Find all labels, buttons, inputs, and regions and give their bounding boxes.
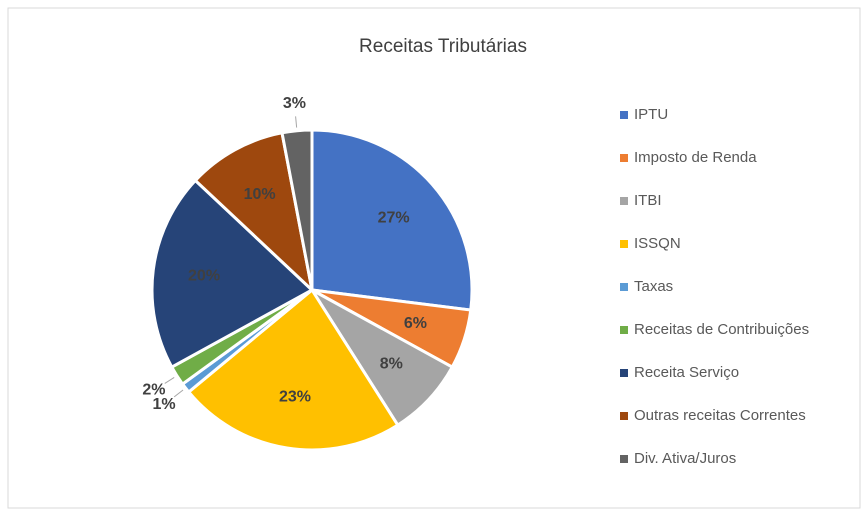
legend-label: ITBI [634,192,662,209]
data-label: 20% [188,268,220,285]
data-label: 23% [279,389,311,406]
chart-title: Receitas Tributárias [359,36,527,57]
legend-label: IPTU [634,106,668,123]
legend-marker [620,369,628,377]
leader-line [164,377,175,384]
legend-marker [620,326,628,334]
pie-slice [193,131,315,295]
data-label: 3% [283,95,306,112]
legend-label: Receitas de Contribuições [634,321,809,338]
legend-label: Div. Ativa/Juros [634,450,736,467]
legend-label: Taxas [634,278,673,295]
data-label: 10% [244,186,276,203]
legend-marker [620,154,628,162]
legend-marker [620,111,628,119]
legend-marker [620,283,628,291]
data-label: 27% [378,209,410,226]
legend-label: Receita Serviço [634,364,739,381]
pie-slice [186,287,400,452]
legend-marker [620,412,628,420]
data-label: 8% [380,356,403,373]
pie-slice [310,128,474,312]
data-label: 2% [142,382,165,399]
legend-marker [620,455,628,463]
pie-slice [150,178,315,370]
leader-line [173,389,184,398]
data-label: 1% [153,396,176,413]
leader-line [295,116,298,128]
pie-slice [280,128,314,291]
legend-label: ISSQN [634,235,681,252]
legend-label: Outras receitas Correntes [634,407,806,424]
legend-label: Imposto de Renda [634,149,757,166]
legend-marker [620,240,628,248]
legend-marker [620,197,628,205]
data-label: 6% [404,315,427,332]
